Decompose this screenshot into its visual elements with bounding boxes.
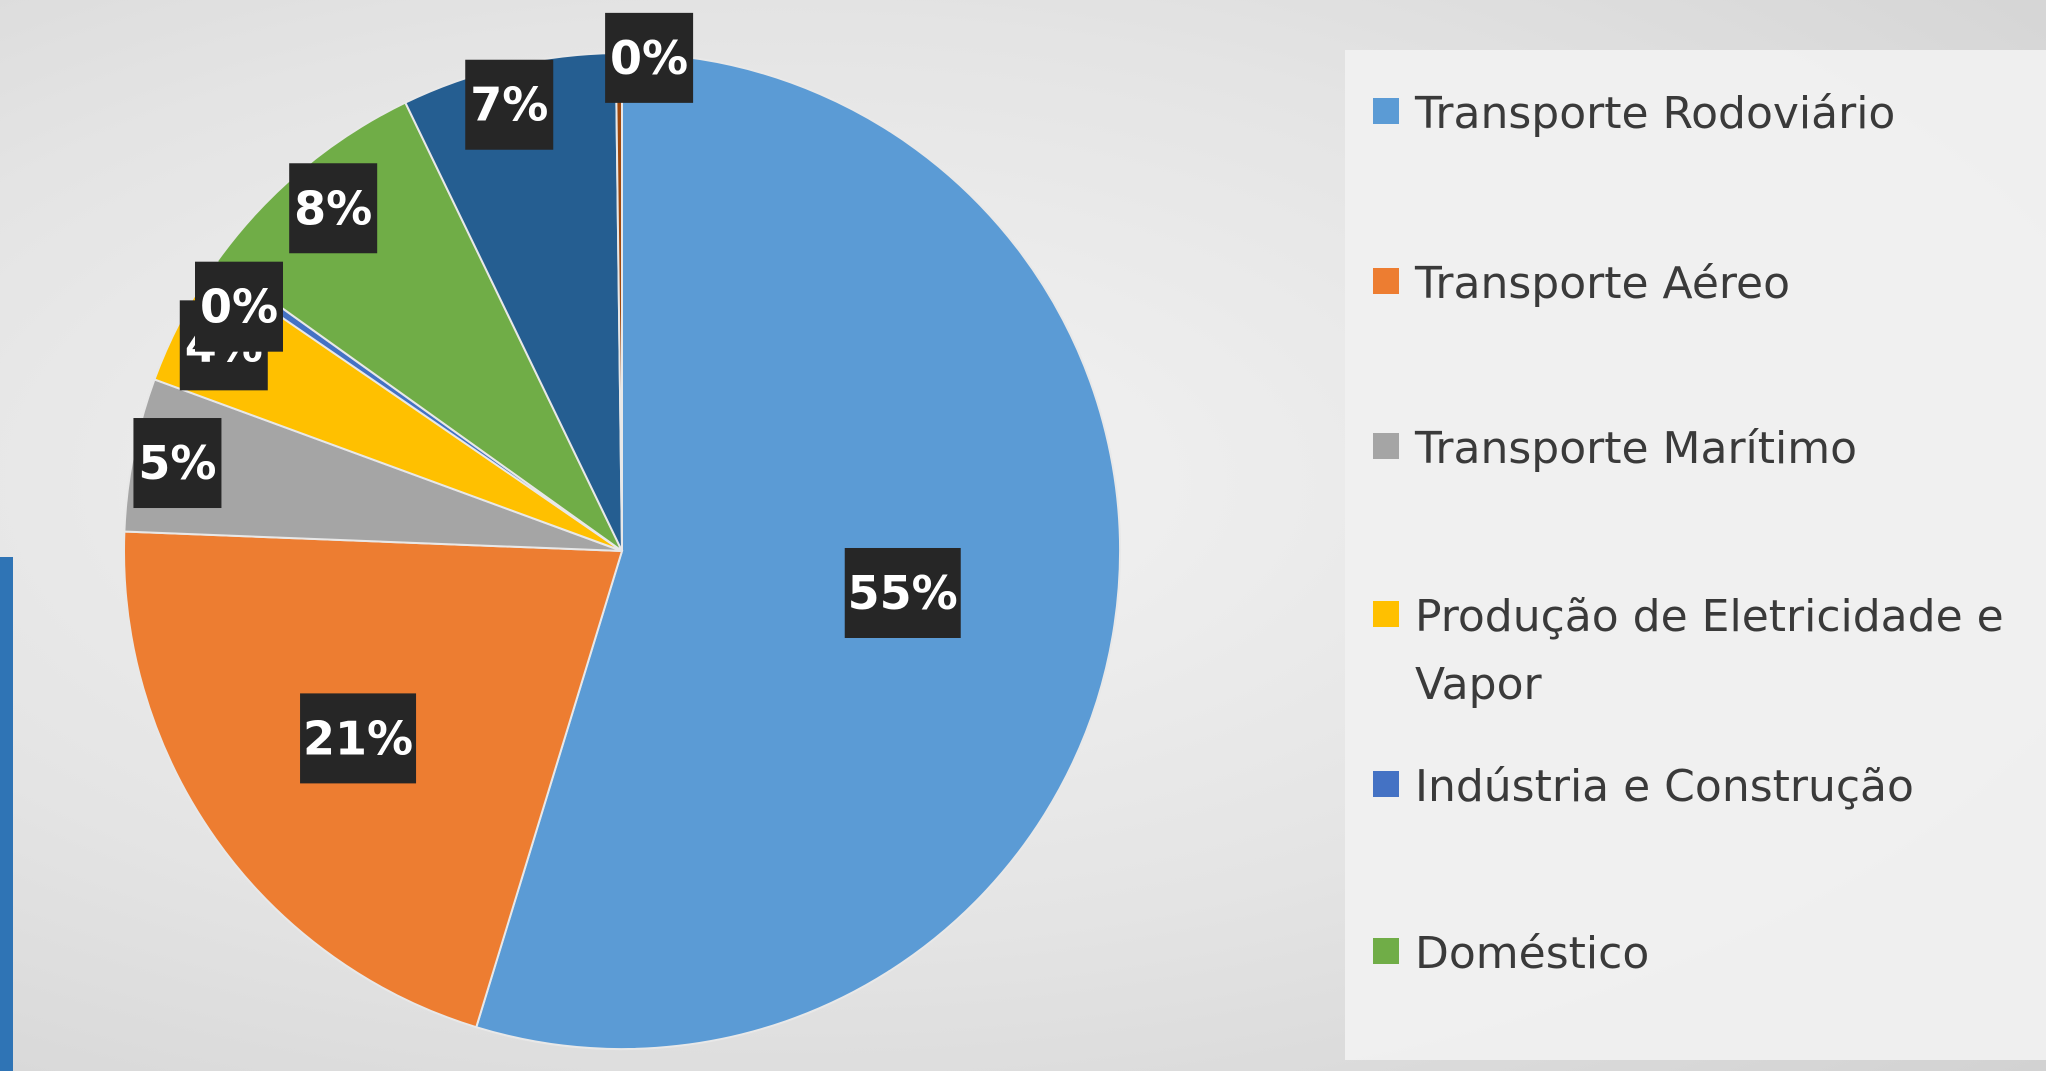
legend-swatch [1373,938,1399,964]
data-label: 5% [133,418,222,509]
legend-panel [1345,50,2046,1060]
legend-swatch [1373,771,1399,797]
data-label-background [300,693,417,784]
data-label: 8% [289,163,378,254]
legend-label: Produção de Eletricidade e Vapor [1415,591,2004,710]
data-label-text: 7% [470,78,548,132]
legend-item-producao-eletricidade-vapor: Produção de Eletricidade e Vapor [1373,583,2035,719]
data-label-text: 0% [200,280,278,334]
data-label-background [605,12,694,103]
legend-item-transporte-maritimo: Transporte Marítimo [1373,415,2035,483]
data-label-background [844,547,961,638]
data-label-background [289,163,378,254]
legend-swatch [1373,433,1399,459]
data-label: 55% [844,547,961,638]
legend-label: Transporte Aéreo [1415,258,1791,309]
data-label-text: 8% [294,181,372,235]
legend-swatch [1373,268,1399,294]
legend-label: Indústria e Construção [1415,761,1914,812]
data-label-text: 21% [303,711,413,765]
data-label: 7% [465,59,554,150]
legend-label: Transporte Rodoviário [1415,88,1896,139]
data-label-background [195,261,284,352]
legend-swatch [1373,98,1399,124]
data-label: 0% [195,261,284,352]
legend-item-industria-construcao: Indústria e Construção [1373,753,2035,821]
data-label: 0% [605,12,694,103]
legend-swatch [1373,601,1399,627]
left-accent-bar [0,557,13,1071]
data-label: 21% [300,693,417,784]
data-label-text: 0% [610,31,688,85]
legend-item-domestico: Doméstico [1373,920,2035,988]
data-label-text: 5% [138,436,216,490]
data-label-text: 55% [848,566,958,620]
data-label-background [465,59,554,150]
pie-slice [475,51,1121,1050]
pie-slices [123,51,1121,1050]
data-label-background [133,418,222,509]
legend-item-transporte-rodoviario: Transporte Rodoviário [1373,80,2035,148]
pie-chart: 55%21%5%4%0%8%7%0% [123,12,1121,1050]
legend-label: Doméstico [1415,928,1650,979]
legend-label: Transporte Marítimo [1415,423,1858,474]
pie-data-labels: 55%21%5%4%0%8%7%0% [133,12,961,784]
legend-item-transporte-aereo: Transporte Aéreo [1373,250,2035,318]
